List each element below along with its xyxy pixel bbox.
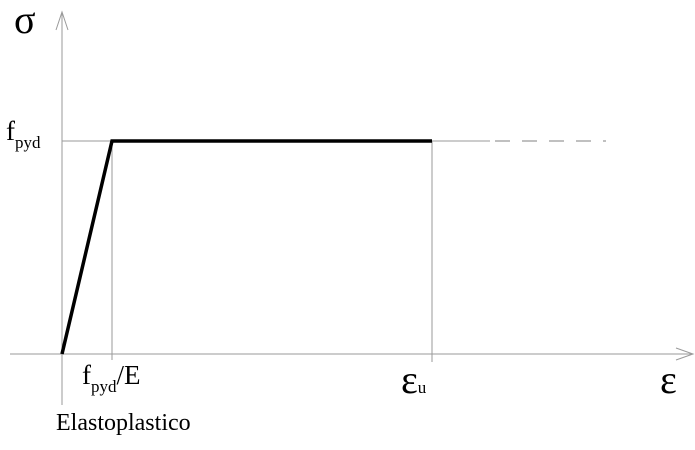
x-axis-label: ε <box>660 357 677 402</box>
y-axis-arrowhead <box>55 10 69 31</box>
ultimate-strain-label-sub: u <box>417 378 427 397</box>
yield-strain-label-main: f <box>82 360 91 390</box>
yield-strain-label: fpyd/E <box>82 360 141 396</box>
yield-strain-label-suffix: /E <box>116 360 141 390</box>
fpyd-label-main: f <box>6 116 15 146</box>
stress-strain-curve <box>60 139 432 355</box>
ultimate-strain-label: εu <box>401 360 426 400</box>
caption: Elastoplastico <box>56 410 191 436</box>
ultimate-strain-label-main: ε <box>401 357 418 402</box>
fpyd-label: fpyd <box>6 116 41 152</box>
x-axis-arrowhead <box>675 347 695 361</box>
y-axis-label: σ <box>14 0 36 42</box>
yield-strain-label-sub: pyd <box>91 377 117 396</box>
fpyd-label-sub: pyd <box>15 133 41 152</box>
